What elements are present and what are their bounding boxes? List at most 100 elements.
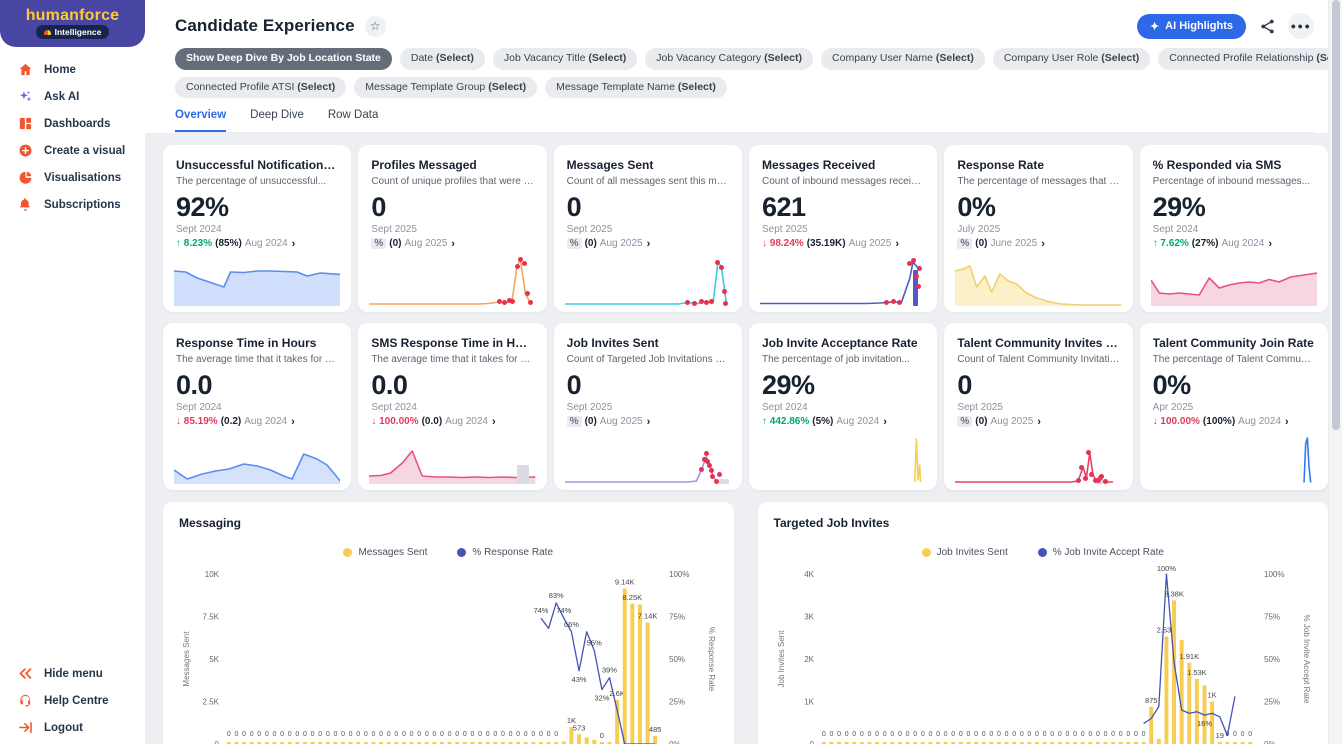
svg-text:1.53K: 1.53K bbox=[1187, 668, 1207, 677]
svg-text:2.6K: 2.6K bbox=[609, 689, 624, 698]
sidebar-item-hide-menu[interactable]: Hide menu bbox=[18, 663, 145, 684]
sidebar-item-ask-ai[interactable]: Ask AI bbox=[18, 86, 145, 107]
spark-data-dot bbox=[1075, 477, 1081, 483]
sidebar-item-create-a-visual[interactable]: Create a visual bbox=[18, 140, 145, 161]
sparkline-chart bbox=[174, 256, 341, 307]
filter-chip-connected-profile-relationship[interactable]: Connected Profile Relationship (Select) bbox=[1158, 48, 1342, 70]
chevron-right-icon: › bbox=[1041, 237, 1045, 250]
svg-text:0: 0 bbox=[394, 731, 398, 738]
legend-dot bbox=[921, 548, 931, 558]
page-header: Candidate Experience ☆ ✦ AI Highlights ●… bbox=[145, 0, 1342, 134]
svg-text:0: 0 bbox=[867, 731, 871, 738]
tab-deep-dive[interactable]: Deep Dive bbox=[250, 109, 304, 122]
tab-overview[interactable]: Overview bbox=[175, 109, 227, 133]
kpi-title: SMS Response Time in Hours bbox=[371, 336, 534, 351]
kpi-delta-row[interactable]: ↓ 85.19% (0.2) Aug 2024 › bbox=[176, 415, 295, 428]
spark-data-dot bbox=[721, 288, 727, 294]
kpi-card-talent-community-invites-sent: Talent Community Invites Sent Count of Ta… bbox=[944, 323, 1133, 491]
svg-text:485: 485 bbox=[649, 725, 662, 734]
filter-chip-show-deep-dive-by-job-location-state[interactable]: Show Deep Dive By Job Location State bbox=[175, 48, 392, 70]
kpi-delta-row[interactable]: % (0) Aug 2025 › bbox=[566, 415, 729, 428]
svg-text:1K: 1K bbox=[567, 716, 576, 725]
svg-text:0: 0 bbox=[875, 731, 879, 738]
svg-text:0: 0 bbox=[809, 740, 814, 744]
kpi-description: Count of Targeted Job Invitations sent..… bbox=[566, 354, 729, 366]
kpi-title: Messages Received bbox=[761, 158, 876, 173]
filter-chip-company-user-role[interactable]: Company User Role (Select) bbox=[992, 48, 1151, 70]
svg-text:75%: 75% bbox=[669, 613, 685, 622]
scrollbar-thumb[interactable] bbox=[1332, 0, 1340, 430]
kpi-delta-row[interactable]: ↓ 98.24% (35.19K) Aug 2025 › bbox=[761, 237, 900, 250]
sidebar-item-subscriptions[interactable]: Subscriptions bbox=[18, 194, 145, 215]
brand-badge-label: Intelligence bbox=[54, 27, 102, 37]
favorite-star-icon[interactable]: ☆ bbox=[364, 15, 386, 37]
more-options-button[interactable]: ●●● bbox=[1288, 13, 1314, 39]
svg-text:0: 0 bbox=[1118, 731, 1122, 738]
sidebar-item-help-centre[interactable]: Help Centre bbox=[18, 690, 145, 711]
kpi-delta-row[interactable]: % (0) June 2025 › bbox=[957, 238, 1119, 250]
spark-data-dot bbox=[496, 298, 502, 304]
spark-data-dot bbox=[528, 300, 534, 306]
filter-chip-job-vacancy-category[interactable]: Job Vacancy Category (Select) bbox=[645, 48, 814, 70]
view-tabs: Overview Deep Dive Row Data bbox=[175, 109, 1314, 134]
page-scrollbar[interactable] bbox=[1328, 0, 1342, 744]
svg-text:50%: 50% bbox=[669, 655, 685, 664]
svg-text:0: 0 bbox=[1019, 731, 1023, 738]
sparkline-chart bbox=[369, 434, 536, 485]
kpi-delta-row[interactable]: % (0) Aug 2025 › bbox=[957, 416, 1119, 428]
spark-data-dot bbox=[718, 264, 724, 270]
kpi-sparkline bbox=[174, 434, 341, 485]
kpi-delta-row[interactable]: ↑ 8.23% (85%) Aug 2024 › bbox=[176, 237, 296, 250]
chevron-right-icon: › bbox=[291, 237, 296, 250]
chevron-right-icon: › bbox=[1268, 237, 1272, 250]
kpi-delta-row[interactable]: ↑ 7.62% (27%) Aug 2024 › bbox=[1152, 237, 1272, 250]
svg-text:0: 0 bbox=[958, 731, 962, 738]
filter-chip-message-template-name[interactable]: Message Template Name (Select) bbox=[545, 76, 727, 99]
sidebar-item-label: Visualisations bbox=[44, 171, 122, 184]
filter-chip-date[interactable]: Date (Select) bbox=[399, 48, 485, 70]
svg-text:0: 0 bbox=[600, 731, 604, 740]
svg-text:0: 0 bbox=[280, 731, 284, 738]
svg-text:0: 0 bbox=[996, 731, 1000, 738]
ai-highlights-button[interactable]: ✦ AI Highlights bbox=[1136, 13, 1246, 39]
sparkle-icon: ✦ bbox=[1149, 20, 1160, 33]
kpi-card-job-invites-sent: Job Invites Sent Count of Targeted Job In… bbox=[553, 323, 742, 491]
spark-data-dot bbox=[701, 456, 707, 462]
svg-text:39%: 39% bbox=[602, 666, 617, 675]
sidebar-item-label: Help Centre bbox=[44, 694, 109, 707]
kpi-grid: Unsuccessful Notification Rate The percen… bbox=[163, 145, 1328, 491]
header-actions: ✦ AI Highlights ●●● bbox=[1136, 13, 1314, 39]
svg-text:0: 0 bbox=[1073, 731, 1077, 738]
sidebar-item-visualisations[interactable]: Visualisations bbox=[18, 167, 145, 188]
kpi-description: The percentage of Talent Community... bbox=[1152, 354, 1315, 366]
chevron-right-icon: › bbox=[646, 415, 651, 428]
sparkline-chart bbox=[760, 434, 926, 484]
kpi-delta-row[interactable]: ↓ 100.00% (0.0) Aug 2024 › bbox=[371, 415, 496, 428]
kpi-delta-row[interactable]: ↑ 442.86% (5%) Aug 2024 › bbox=[761, 415, 887, 428]
spark-data-dot bbox=[708, 467, 714, 473]
kpi-card-sms-response-time-in-hours: SMS Response Time in Hours The average ti… bbox=[358, 323, 547, 491]
filter-chip-message-template-group[interactable]: Message Template Group (Select) bbox=[354, 76, 538, 99]
sidebar-item-logout[interactable]: Logout bbox=[18, 717, 145, 738]
svg-text:0: 0 bbox=[326, 731, 330, 738]
svg-text:0: 0 bbox=[1042, 731, 1046, 738]
tab-row-data[interactable]: Row Data bbox=[327, 109, 379, 122]
sidebar-item-dashboards[interactable]: Dashboards bbox=[18, 113, 145, 134]
kpi-period: Sept 2024 bbox=[371, 401, 417, 413]
share-button[interactable] bbox=[1256, 15, 1278, 37]
filter-chip-job-vacancy-title[interactable]: Job Vacancy Title (Select) bbox=[492, 48, 638, 70]
kpi-delta-row[interactable]: ↓ 100.00% (100%) Aug 2024 › bbox=[1152, 415, 1289, 428]
kpi-value: 0.0 bbox=[371, 370, 408, 401]
svg-text:0: 0 bbox=[1134, 731, 1138, 738]
chevron-right-icon: › bbox=[451, 237, 455, 250]
svg-text:0: 0 bbox=[318, 731, 322, 738]
kpi-delta-row[interactable]: % (0) Aug 2025 › bbox=[566, 238, 729, 250]
sidebar-item-home[interactable]: Home bbox=[18, 59, 145, 80]
filter-chip-company-user-name[interactable]: Company User Name (Select) bbox=[821, 48, 985, 70]
filter-chip-connected-profile-atsi[interactable]: Connected Profile ATSI (Select) bbox=[175, 76, 347, 99]
svg-text:19: 19 bbox=[1215, 731, 1223, 740]
svg-text:Messages Sent: Messages Sent bbox=[182, 631, 191, 687]
svg-text:2K: 2K bbox=[804, 655, 814, 664]
sparkline-chart bbox=[565, 256, 731, 306]
kpi-delta-row[interactable]: % (0) Aug 2025 › bbox=[371, 238, 533, 250]
